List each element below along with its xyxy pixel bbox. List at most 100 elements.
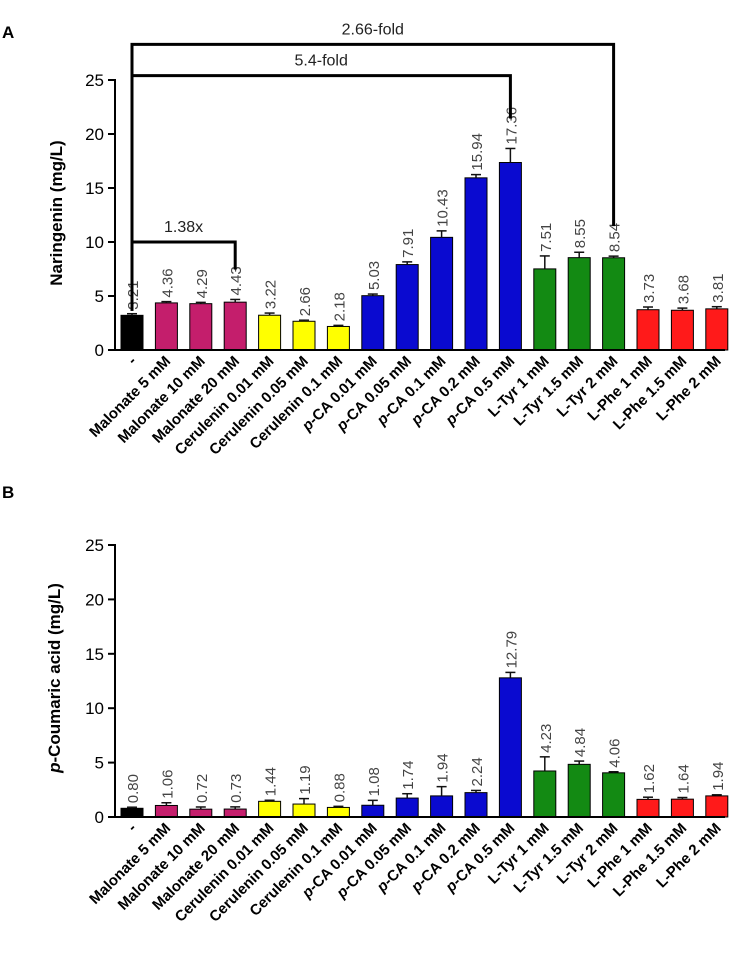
panel-b-bar — [292, 803, 316, 818]
panel-b-y-label-prefix: p — [45, 763, 64, 774]
panel-a-bar — [670, 309, 694, 351]
panel-a-data-label: 5.03 — [366, 261, 383, 290]
panel-a-data-label: 3.22 — [263, 280, 280, 309]
panel-b-data-label: 1.62 — [641, 764, 658, 793]
panel-b-chart: 0 5 10 15 20 25 0.80 1.06 0.72 0.73 1.44 1.19 0.88 1.… — [85, 536, 729, 926]
panel-b-bar — [395, 797, 419, 818]
panel-b-bar — [670, 798, 694, 818]
panel-b-data-label: 1.94 — [710, 762, 727, 791]
panel-a-data-label: 10.43 — [435, 189, 452, 227]
panel-b-data-label: 2.24 — [469, 757, 486, 786]
panel-a-data-label: 3.81 — [710, 273, 727, 302]
panel-a-y-tick-label: 20 — [85, 125, 104, 144]
panel-b-data-label: 1.74 — [400, 761, 417, 790]
panel-b-data-label: 4.84 — [572, 728, 589, 757]
panel-b-data-label: 0.73 — [228, 774, 245, 803]
panel-b-data-label: 1.08 — [366, 767, 383, 796]
panel-a-bracket — [130, 42, 616, 311]
panel-a-bar — [326, 325, 350, 351]
panel-b-data-label: 4.06 — [607, 739, 624, 768]
panel-b-y-tick-label: 15 — [85, 645, 104, 664]
panel-a-data-label: 4.43 — [228, 266, 245, 295]
panel-a-bar — [120, 314, 144, 351]
panel-b-data-label: 1.19 — [297, 765, 314, 794]
panel-b-bar — [567, 763, 591, 818]
panel-b-y-tick-label: 5 — [95, 754, 104, 773]
panel-b-data-label: 1.64 — [675, 764, 692, 793]
panel-b-data-label: 0.88 — [331, 773, 348, 802]
panel-a-bar — [154, 302, 178, 351]
panel-b-data-label: 12.79 — [503, 631, 520, 669]
panel-b-data-label: 4.23 — [538, 724, 555, 753]
panel-a-letter: A — [2, 23, 14, 42]
panel-a-bar — [498, 162, 522, 351]
panel-b-y-tick-label: 20 — [85, 590, 104, 609]
panel-a-bracket-label: 2.66-fold — [342, 21, 404, 38]
panel-b-bar — [602, 772, 626, 818]
panel-a-y-tick-label: 25 — [85, 71, 104, 90]
panel-b-bar — [120, 807, 144, 818]
panel-b-bar — [189, 808, 213, 818]
panel-a-data-label: 3.73 — [641, 274, 658, 303]
panel-a-bar — [361, 295, 385, 351]
panel-a-data-label: 7.91 — [400, 229, 417, 258]
panel-a-bar — [223, 301, 247, 351]
panel-a-bar — [189, 303, 213, 351]
panel-b-data-label: 1.06 — [159, 770, 176, 799]
panel-b-y-axis-label: p-Coumaric acid (mg/L) — [45, 583, 64, 774]
panel-b-y-label-rest: -Coumaric acid (mg/L) — [45, 583, 64, 762]
panel-b-letter: B — [2, 483, 14, 502]
panel-b-bar — [464, 792, 488, 818]
panel-a-data-label: 2.66 — [297, 287, 314, 316]
panel-a-bracket-label: 5.4-fold — [295, 53, 348, 70]
panel-a-y-tick-label: 10 — [85, 233, 104, 252]
panel-a-data-label: 15.94 — [469, 133, 486, 171]
panel-a-bar — [258, 314, 282, 351]
panel-a-y-tick-label: 5 — [95, 287, 104, 306]
panel-a-data-label: 7.51 — [538, 223, 555, 252]
panel-a-data-label: 4.36 — [159, 268, 176, 297]
panel-a-data-label: 4.29 — [194, 269, 211, 298]
panel-a-data-label: 2.18 — [331, 292, 348, 321]
panel-a-data-label: 8.54 — [607, 223, 624, 252]
panel-b-category-label: - — [124, 820, 140, 836]
panel-b-y-tick-label: 25 — [85, 536, 104, 555]
panel-b-data-label: 1.44 — [263, 767, 280, 796]
panel-a-bar — [292, 320, 316, 351]
panel-b-data-label: 0.72 — [194, 774, 211, 803]
panel-a-bar — [602, 257, 626, 351]
panel-a-data-label: 8.55 — [572, 219, 589, 248]
panel-b-bar — [154, 804, 178, 818]
panel-a-y-tick-label: 0 — [95, 341, 104, 360]
panel-a-bar — [395, 264, 419, 351]
panel-b-bar — [705, 795, 729, 818]
panel-a-bar — [430, 236, 454, 351]
panel-a-bracket — [130, 74, 512, 311]
panel-a-y-axis-label: Naringenin (mg/L) — [47, 140, 66, 285]
panel-a-data-label: 17.36 — [503, 107, 520, 145]
panel-a-bracket — [130, 240, 237, 311]
panel-b-data-label: 0.80 — [125, 774, 142, 803]
panel-b-bar — [223, 808, 247, 818]
panel-b-data-label: 1.94 — [435, 753, 452, 782]
panel-a-bracket-label: 1.38x — [164, 219, 203, 236]
panel-b-y-tick-label: 0 — [95, 808, 104, 827]
panel-a-bar — [636, 309, 660, 351]
panel-b-y-tick-label: 10 — [85, 699, 104, 718]
panel-a-bar — [533, 268, 557, 351]
panel-a-category-label: - — [124, 353, 140, 369]
panel-b-bar — [636, 798, 660, 818]
panel-a-bar — [567, 257, 591, 351]
panel-a-bar — [705, 308, 729, 351]
panel-b-bar — [430, 795, 454, 818]
panel-b-bar — [326, 806, 350, 818]
panel-a-data-label: 3.68 — [675, 275, 692, 304]
panel-a-bar — [464, 177, 488, 351]
panel-b-bar — [361, 804, 385, 818]
panel-b-bar — [498, 677, 522, 818]
panel-b-bar — [258, 800, 282, 818]
panel-b-bar — [533, 770, 557, 818]
panel-a-y-tick-label: 15 — [85, 179, 104, 198]
